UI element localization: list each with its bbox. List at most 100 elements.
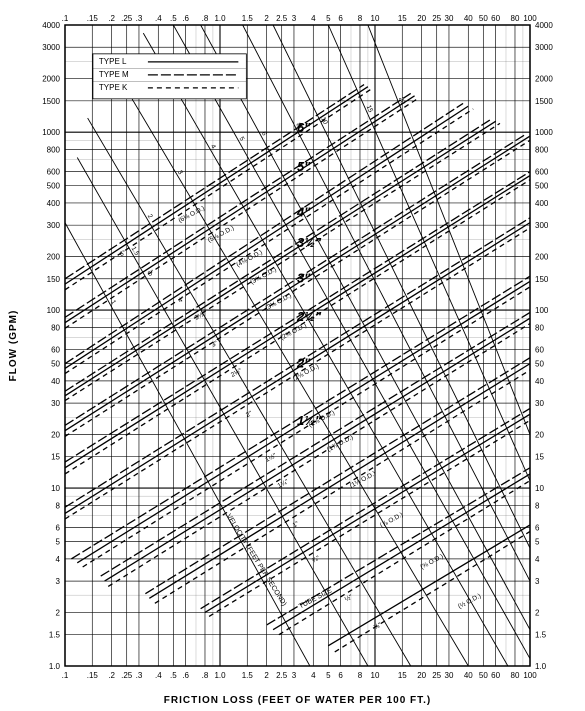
y-tick-right: 800	[535, 145, 549, 154]
x-tick-bottom: 6	[338, 671, 343, 680]
pipe-size-big-label: 5"	[297, 159, 311, 174]
y-tick-left: 80	[51, 323, 60, 332]
x-tick-top: .1	[62, 14, 69, 23]
x-tick-bottom: 100	[523, 671, 537, 680]
x-tick-bottom: 4	[311, 671, 316, 680]
x-tick-top: .15	[87, 14, 99, 23]
y-tick-right: 2000	[535, 75, 553, 84]
y-tick-right: 600	[535, 168, 549, 177]
x-axis-label: FRICTION LOSS (FEET OF WATER PER 100 FT.…	[164, 695, 432, 706]
x-tick-bottom: 80	[511, 671, 520, 680]
x-tick-top: 15	[398, 14, 407, 23]
y-tick-left: 600	[47, 168, 61, 177]
y-tick-right: 10	[535, 484, 544, 493]
y-tick-right: 200	[535, 253, 549, 262]
y-tick-left: 1000	[42, 128, 60, 137]
x-tick-top: 6	[338, 14, 343, 23]
y-tick-right: 1500	[535, 97, 553, 106]
legend-label: TYPE K	[99, 83, 128, 92]
x-tick-top: 1.5	[242, 14, 254, 23]
y-tick-left: 2	[56, 608, 61, 617]
y-tick-left: 500	[47, 182, 61, 191]
x-tick-top: .6	[182, 14, 189, 23]
x-tick-top: 50	[479, 14, 488, 23]
x-tick-top: 60	[491, 14, 500, 23]
x-tick-bottom: 8	[358, 671, 363, 680]
x-tick-bottom: 2	[264, 671, 269, 680]
x-tick-bottom: 60	[491, 671, 500, 680]
x-tick-top: .4	[155, 14, 162, 23]
x-tick-top: 30	[445, 14, 454, 23]
y-tick-left: 6	[56, 524, 61, 533]
x-tick-bottom: .8	[202, 671, 209, 680]
x-tick-bottom: 10	[371, 671, 380, 680]
x-tick-bottom: 25	[432, 671, 441, 680]
y-tick-left: 3000	[42, 43, 60, 52]
y-tick-right: 40	[535, 377, 544, 386]
y-tick-right: 15	[535, 453, 544, 462]
y-axis-label: FLOW (GPM)	[8, 310, 19, 382]
y-tick-left: 300	[47, 221, 61, 230]
legend-label: TYPE L	[99, 57, 127, 66]
x-tick-top: 80	[511, 14, 520, 23]
y-tick-right: 400	[535, 199, 549, 208]
x-tick-bottom: .4	[155, 671, 162, 680]
y-tick-left: 1.5	[49, 631, 61, 640]
x-tick-top: 8	[358, 14, 363, 23]
x-tick-top: .2	[108, 14, 115, 23]
y-tick-left: 4	[56, 555, 61, 564]
x-tick-top: 3	[292, 14, 297, 23]
y-tick-left: 5	[56, 538, 61, 547]
y-tick-right: 8	[535, 501, 540, 510]
y-tick-left: 15	[51, 453, 60, 462]
y-tick-left: 8	[56, 501, 61, 510]
y-tick-right: 20	[535, 430, 544, 439]
y-tick-left: 4000	[42, 21, 60, 30]
y-tick-right: 3000	[535, 43, 553, 52]
y-tick-right: 30	[535, 399, 544, 408]
x-tick-bottom: 20	[417, 671, 426, 680]
pipe-size-big-label: 6"	[297, 120, 311, 135]
x-tick-top: 4	[311, 14, 316, 23]
x-tick-bottom: .15	[87, 671, 99, 680]
y-tick-left: 400	[47, 199, 61, 208]
y-tick-right: 5	[535, 538, 540, 547]
y-tick-left: 40	[51, 377, 60, 386]
x-tick-bottom: 40	[464, 671, 473, 680]
x-tick-top: .8	[202, 14, 209, 23]
x-tick-top: 25	[432, 14, 441, 23]
x-tick-top: .3	[136, 14, 143, 23]
y-tick-left: 3	[56, 577, 61, 586]
x-tick-top: 2.5	[276, 14, 288, 23]
x-tick-top: .5	[170, 14, 177, 23]
x-tick-bottom: .1	[62, 671, 69, 680]
y-tick-right: 1000	[535, 128, 553, 137]
x-tick-bottom: 2.5	[276, 671, 288, 680]
x-tick-bottom: 15	[398, 671, 407, 680]
x-tick-top: 40	[464, 14, 473, 23]
y-tick-right: 300	[535, 221, 549, 230]
x-tick-top: 2	[264, 14, 269, 23]
y-tick-right: 50	[535, 360, 544, 369]
y-tick-left: 60	[51, 346, 60, 355]
y-tick-right: 1.0	[535, 662, 547, 671]
x-tick-bottom: 5	[326, 671, 331, 680]
y-tick-left: 2000	[42, 75, 60, 84]
y-tick-right: 4000	[535, 21, 553, 30]
y-tick-left: 20	[51, 430, 60, 439]
y-tick-left: 50	[51, 360, 60, 369]
y-tick-left: 1.0	[49, 662, 61, 671]
x-tick-bottom: 1.5	[242, 671, 254, 680]
y-tick-right: 100	[535, 306, 549, 315]
x-tick-bottom: .25	[121, 671, 133, 680]
x-tick-bottom: .3	[136, 671, 143, 680]
y-tick-left: 30	[51, 399, 60, 408]
pipe-size-big-label: 3"	[297, 271, 311, 286]
x-tick-bottom: 50	[479, 671, 488, 680]
y-tick-left: 100	[47, 306, 61, 315]
pipe-size-big-label: 2½"	[296, 309, 322, 324]
y-tick-left: 150	[47, 275, 61, 284]
y-tick-right: 4	[535, 555, 540, 564]
y-tick-right: 3	[535, 577, 540, 586]
y-tick-right: 150	[535, 275, 549, 284]
